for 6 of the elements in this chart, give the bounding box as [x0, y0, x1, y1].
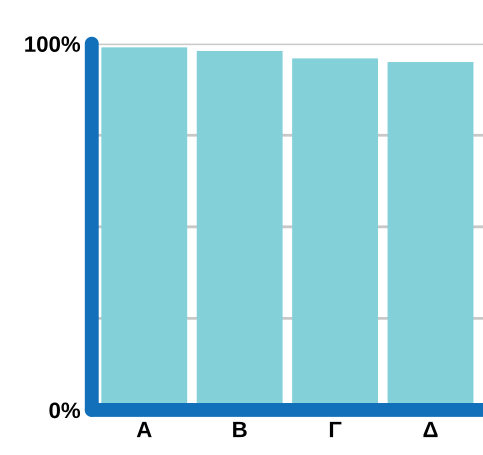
x-tick-label: Γ	[330, 422, 342, 438]
x-tick-label: Δ	[423, 422, 438, 438]
x-tick-label: Β	[233, 422, 247, 438]
y-tick-label: 100%	[25, 36, 80, 52]
x-tick-label: Α	[136, 422, 152, 438]
y-tick-label: 0%	[49, 402, 80, 418]
